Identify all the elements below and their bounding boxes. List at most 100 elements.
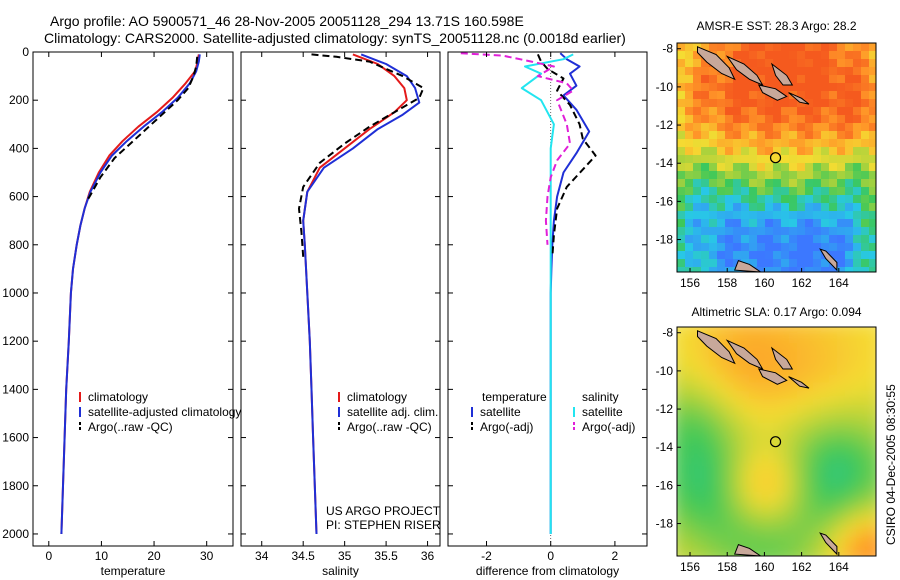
map-cell bbox=[757, 139, 766, 148]
map-title: Altimetric SLA: 0.17 Argo: 0.094 bbox=[691, 305, 861, 319]
map-cell bbox=[677, 203, 686, 212]
map-cell bbox=[701, 91, 710, 100]
map-cell bbox=[781, 203, 790, 212]
x-tick-label: 2 bbox=[612, 549, 619, 563]
map-cell bbox=[693, 259, 702, 268]
map-cell bbox=[701, 391, 710, 400]
map-cell bbox=[781, 367, 790, 376]
map-cell bbox=[789, 171, 798, 180]
map-cell bbox=[837, 487, 846, 496]
map-cell bbox=[765, 235, 774, 244]
x-axis-label: difference from climatology bbox=[476, 564, 619, 578]
map-cell bbox=[821, 227, 830, 236]
map-cell bbox=[861, 51, 870, 60]
map-cell bbox=[757, 227, 766, 236]
map-cell bbox=[701, 171, 710, 180]
map-cell bbox=[701, 251, 710, 260]
map-cell bbox=[789, 335, 798, 344]
map-cell bbox=[757, 447, 766, 456]
map-cell bbox=[861, 519, 870, 528]
map-cell bbox=[685, 367, 694, 376]
map-cell bbox=[805, 415, 814, 424]
map-cell bbox=[821, 527, 830, 536]
map-cell bbox=[757, 327, 766, 336]
map-cell bbox=[709, 219, 718, 228]
map-cell bbox=[805, 179, 814, 188]
map-cell bbox=[813, 219, 822, 228]
map-cell bbox=[741, 335, 750, 344]
map-cell bbox=[693, 75, 702, 84]
map-cell bbox=[861, 535, 870, 544]
map-cell bbox=[701, 503, 710, 512]
map-cell bbox=[677, 351, 678, 360]
map-cell bbox=[781, 479, 790, 488]
map-cell bbox=[733, 327, 742, 336]
map-cell bbox=[765, 327, 774, 336]
map-cell bbox=[869, 43, 876, 52]
map-cell bbox=[717, 179, 726, 188]
map-cell bbox=[709, 423, 718, 432]
map-cell bbox=[733, 139, 742, 148]
map-cell bbox=[813, 187, 822, 196]
map-cell bbox=[765, 211, 774, 220]
map-cell bbox=[829, 383, 838, 392]
map-cell bbox=[685, 83, 694, 92]
map-cell bbox=[813, 59, 822, 68]
map-cell bbox=[853, 187, 862, 196]
map-cell bbox=[829, 391, 838, 400]
map-cell bbox=[837, 59, 846, 68]
map-cell bbox=[805, 391, 814, 400]
map-cell bbox=[845, 383, 854, 392]
map-cell bbox=[693, 251, 702, 260]
map-cell bbox=[789, 227, 798, 236]
map-cell bbox=[725, 179, 734, 188]
map-cell bbox=[677, 463, 686, 472]
map-cell bbox=[773, 203, 782, 212]
map-cell bbox=[781, 327, 790, 336]
map-cell bbox=[685, 335, 694, 344]
map-cell bbox=[773, 51, 782, 60]
map-cell bbox=[853, 227, 862, 236]
map-cell bbox=[861, 259, 870, 268]
map-cell bbox=[869, 267, 876, 272]
map-cell bbox=[757, 59, 766, 68]
map-cell bbox=[773, 479, 782, 488]
map-cell bbox=[813, 267, 822, 272]
map-cell bbox=[765, 423, 774, 432]
map-cell bbox=[781, 335, 790, 344]
map-cell bbox=[749, 59, 758, 68]
map-cell bbox=[845, 163, 854, 172]
map-cell bbox=[789, 367, 798, 376]
map-cell bbox=[853, 275, 862, 284]
map-cell bbox=[717, 327, 726, 328]
map-cell bbox=[869, 163, 876, 172]
map-cell bbox=[781, 487, 790, 496]
map-cell bbox=[861, 147, 870, 156]
map-cell bbox=[821, 359, 830, 368]
map-cell bbox=[861, 251, 870, 260]
map-cell bbox=[677, 543, 678, 552]
map-cell bbox=[845, 99, 854, 108]
map-cell bbox=[821, 123, 830, 132]
map-cell bbox=[677, 227, 686, 236]
map-cell bbox=[805, 59, 814, 68]
map-cell bbox=[869, 503, 876, 512]
map-cell bbox=[677, 67, 678, 76]
map-cell bbox=[765, 227, 774, 236]
map-cell bbox=[701, 147, 710, 156]
map-cell bbox=[813, 43, 822, 52]
map-cell bbox=[725, 99, 734, 108]
map-cell bbox=[789, 75, 798, 84]
map-cell bbox=[789, 495, 798, 504]
series-line-argo-raw-qc- bbox=[298, 53, 425, 257]
map-cell bbox=[701, 43, 710, 44]
map-cell bbox=[749, 343, 758, 352]
y-tick-label: 800 bbox=[9, 238, 29, 252]
map-cell bbox=[765, 439, 774, 448]
map-cell bbox=[733, 243, 742, 252]
map-cell bbox=[829, 267, 838, 272]
map-cell bbox=[869, 107, 876, 116]
map-cell bbox=[821, 243, 830, 252]
map-cell bbox=[709, 327, 718, 336]
